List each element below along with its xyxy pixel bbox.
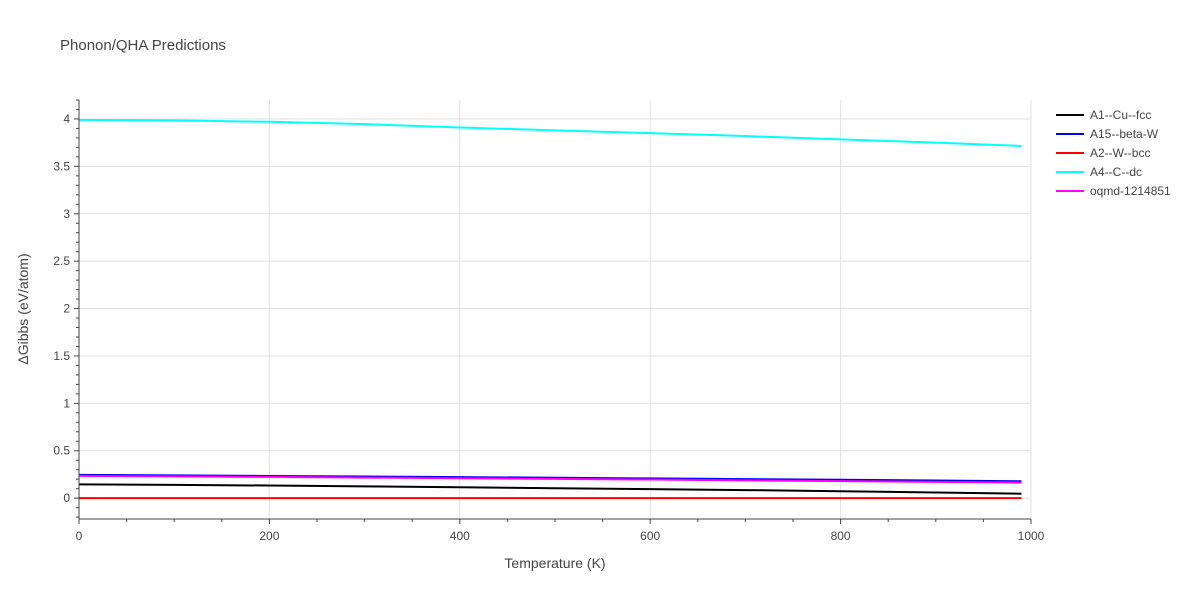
y-tick-label: 0 [63,491,70,505]
chart-title: Phonon/QHA Predictions [60,37,226,54]
y-tick-label: 1.5 [53,349,70,363]
series-line-oqmd-1214851 [78,474,1022,484]
series-layer [78,118,1022,500]
legend-label: A1--Cu--fcc [1090,108,1151,122]
y-axis-title: ΔGibbs (eV/atom) [15,253,31,364]
axis-layer: 0 200 400 600 800 1000 0 0.5 1 1.5 2 2.5 3 3.5 4 [53,99,1045,543]
legend[interactable]: A1--Cu--fcc A15--beta-W A2--W--bcc A4--C--d… [1056,108,1171,198]
y-tick-label: 4 [63,112,70,126]
x-axis-title: Temperature (K) [504,555,605,571]
legend-item-a4-c-dc[interactable]: A4--C--dc [1056,165,1142,179]
legend-label: oqmd-1214851 [1090,184,1171,198]
series-line-a4-c-dc [78,118,1022,147]
legend-item-a15-beta-w[interactable]: A15--beta-W [1056,127,1159,141]
legend-item-a2-w-bcc[interactable]: A2--W--bcc [1056,146,1150,160]
series-line-a1-cu-fcc [78,483,1022,495]
x-tick-label: 0 [76,529,83,543]
legend-item-a1-cu-fcc[interactable]: A1--Cu--fcc [1056,108,1151,122]
x-tick-label: 400 [450,529,470,543]
y-tick-label: 2.5 [53,254,70,268]
x-tick-label: 1000 [1018,529,1045,543]
grid-layer [79,100,1032,519]
x-tick-label: 600 [640,529,660,543]
legend-label: A2--W--bcc [1090,146,1150,160]
y-tick-label: 3.5 [53,159,70,173]
x-tick-label: 800 [831,529,851,543]
y-tick-label: 2 [63,302,70,316]
y-tick-label: 1 [63,396,70,410]
y-tick-label: 0.5 [53,444,70,458]
y-tick-label: 3 [63,207,70,221]
legend-label: A4--C--dc [1090,165,1142,179]
legend-item-oqmd-1214851[interactable]: oqmd-1214851 [1056,184,1171,198]
x-tick-label: 200 [259,529,279,543]
legend-label: A15--beta-W [1090,127,1159,141]
